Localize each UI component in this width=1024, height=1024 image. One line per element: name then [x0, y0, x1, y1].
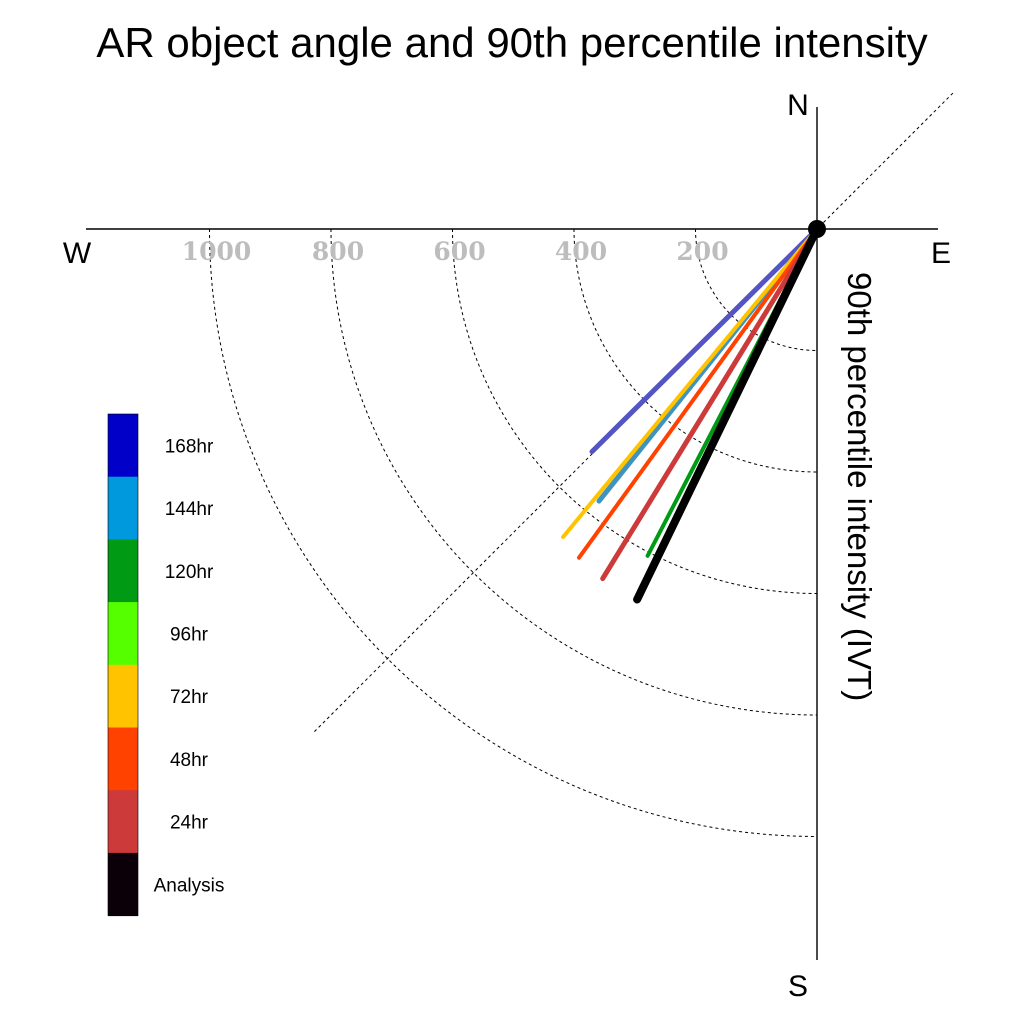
series-line-48hr	[577, 227, 819, 560]
tick-label-1000: 1000	[182, 237, 252, 266]
legend: 168hr 144hr 120hr 96hr 72hr 48hr 24hr Analysis	[107, 413, 225, 917]
south-label: S	[788, 970, 808, 1003]
tick-label-400: 400	[555, 237, 607, 266]
series-line-168hr	[589, 226, 820, 455]
legend-label-144hr: 144hr	[165, 499, 214, 520]
series-line-72hr	[561, 227, 819, 539]
series-line-24hr	[600, 226, 820, 582]
tick-label-200: 200	[676, 237, 728, 266]
origin-dot	[808, 220, 826, 238]
radial-tick-labels: 200 400 600 800 1000	[182, 237, 729, 266]
legend-label-96hr: 96hr	[170, 624, 209, 645]
legend-label-24hr: 24hr	[170, 813, 209, 834]
legend-swatch-144hr	[108, 476, 138, 540]
series-lines	[561, 225, 821, 604]
north-label: N	[787, 89, 809, 122]
legend-swatch-96hr	[108, 602, 138, 666]
legend-swatch-analysis	[108, 852, 138, 917]
series-line-analysis	[633, 225, 821, 604]
grid-arc-600	[452, 228, 818, 594]
west-label: W	[63, 237, 92, 270]
legend-swatch-120hr	[108, 539, 138, 603]
grid-arc-1000	[209, 228, 818, 837]
y-axis-label: 90th percentile intensity (IVT)	[841, 272, 878, 701]
legend-swatch-24hr	[108, 790, 138, 854]
legend-label-analysis: Analysis	[154, 875, 225, 896]
east-label: E	[931, 237, 951, 270]
legend-swatch-168hr	[108, 414, 138, 478]
compass-axes	[86, 107, 938, 960]
legend-label-72hr: 72hr	[170, 687, 209, 708]
legend-label-168hr: 168hr	[165, 436, 214, 457]
grid-arc-400	[573, 228, 818, 473]
legend-swatch-48hr	[108, 727, 138, 791]
tick-label-800: 800	[312, 237, 364, 266]
grid-arc-200	[695, 228, 818, 351]
legend-label-48hr: 48hr	[170, 750, 209, 771]
legend-border	[107, 413, 139, 916]
tick-label-600: 600	[433, 237, 485, 266]
grid-arc-800	[330, 228, 818, 716]
chart-title: AR object angle and 90th percentile inte…	[96, 19, 927, 66]
legend-swatch-72hr	[108, 664, 138, 728]
legend-label-120hr: 120hr	[165, 562, 214, 583]
